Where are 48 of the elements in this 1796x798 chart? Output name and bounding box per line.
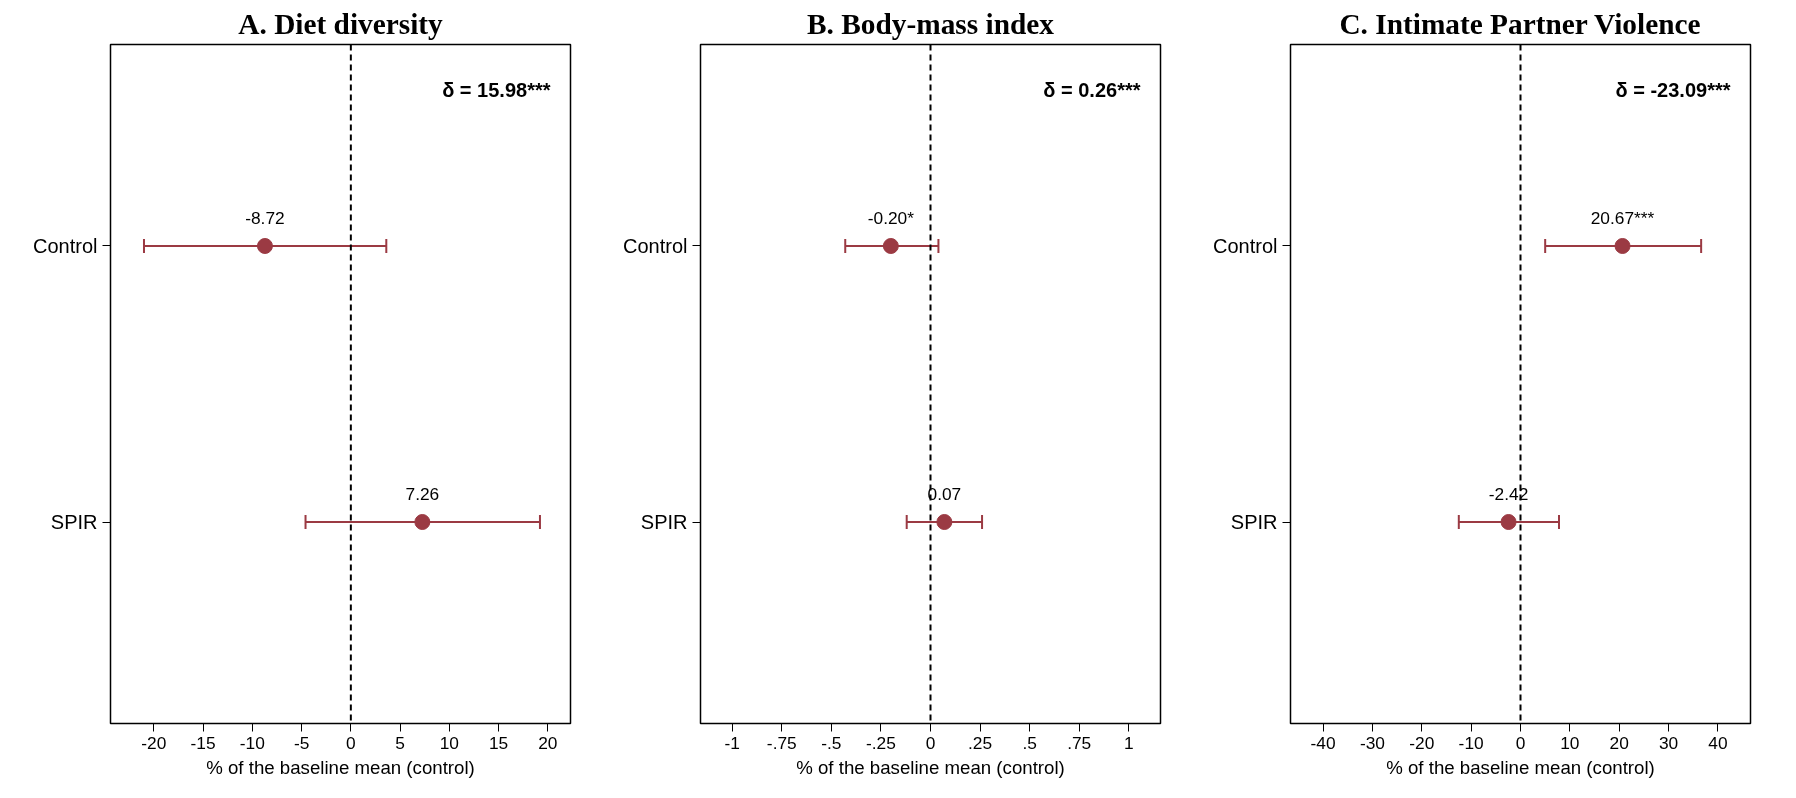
x-tick-label: -5 <box>293 732 310 753</box>
annotation: δ = -23.09*** <box>1615 78 1731 101</box>
x-tick-label: .5 <box>1022 732 1037 753</box>
data-label: 20.67*** <box>1590 207 1655 228</box>
x-tick-label: 30 <box>1658 732 1679 753</box>
x-tick-label: 15 <box>488 732 509 753</box>
data-label: -8.72 <box>245 207 285 228</box>
data-label: -0.20* <box>867 207 915 228</box>
x-axis-title: % of the baseline mean (control) <box>206 756 475 778</box>
annotation: δ = 0.26*** <box>1043 78 1141 101</box>
chart-title: B. Body-mass index <box>807 7 1055 40</box>
x-tick-label: 0 <box>1515 732 1526 753</box>
x-tick-label: 20 <box>1609 732 1629 753</box>
x-tick-label: -20 <box>1409 732 1435 753</box>
x-tick-label: 1 <box>1123 732 1134 753</box>
x-tick-label: -1 <box>724 732 740 753</box>
chart-title: C. Intimate Partner Violence <box>1339 7 1701 40</box>
data-label: 7.26 <box>405 484 440 505</box>
x-tick-label: .25 <box>968 732 993 753</box>
x-tick-label: -.5 <box>821 732 842 753</box>
x-tick-label: 0 <box>346 732 356 753</box>
data-label: -2.42 <box>1488 484 1529 505</box>
x-tick-label: -30 <box>1359 732 1385 753</box>
x-axis-title: % of the baseline mean (control) <box>1386 756 1655 778</box>
y-tick-label: SPIR <box>50 511 98 534</box>
x-axis-title: % of the baseline mean (control) <box>796 756 1065 778</box>
x-tick-label: 5 <box>395 732 405 753</box>
x-tick-label: 0 <box>925 732 936 753</box>
x-tick-label: -10 <box>239 732 265 753</box>
y-tick-label: Control <box>623 234 688 257</box>
chart-title: A. Diet diversity <box>238 7 444 40</box>
x-tick-label: -10 <box>1458 732 1484 753</box>
x-tick-label: -40 <box>1310 732 1336 753</box>
x-tick-label: -.25 <box>866 732 896 753</box>
y-tick-label: SPIR <box>1230 511 1278 534</box>
data-label: 0.07 <box>927 484 962 505</box>
x-tick-label: .75 <box>1067 732 1092 753</box>
x-tick-label: 20 <box>538 732 558 753</box>
x-tick-label: 10 <box>1560 732 1580 753</box>
x-tick-label: 10 <box>439 732 459 753</box>
annotation: δ = 15.98*** <box>442 78 551 101</box>
x-tick-label: 40 <box>1708 732 1728 753</box>
x-tick-label: -20 <box>141 732 167 753</box>
x-tick-label: -.75 <box>766 732 797 753</box>
y-tick-label: SPIR <box>640 511 688 534</box>
y-tick-label: Control <box>33 234 98 257</box>
y-tick-label: Control <box>1213 234 1278 257</box>
x-tick-label: -15 <box>190 732 216 753</box>
